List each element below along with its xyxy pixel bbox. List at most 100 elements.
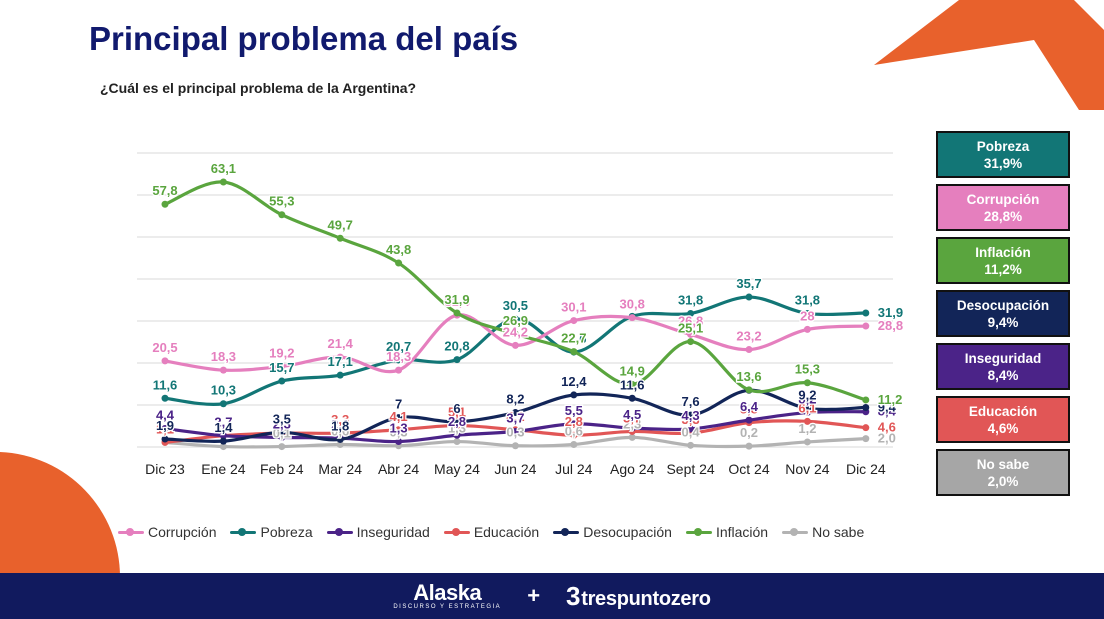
x-tick-label: Sept 24 bbox=[666, 461, 714, 477]
data-point bbox=[745, 293, 753, 301]
data-label: 31,9 bbox=[878, 305, 903, 320]
data-label: 30,5 bbox=[503, 298, 528, 313]
data-label: 7,6 bbox=[682, 394, 700, 409]
legend-item: Educación bbox=[443, 524, 540, 540]
x-tick-label: Dic 23 bbox=[145, 461, 185, 477]
data-point bbox=[803, 309, 811, 317]
data-point bbox=[570, 420, 578, 428]
data-point bbox=[511, 341, 519, 349]
data-point bbox=[336, 435, 344, 443]
data-point bbox=[745, 346, 753, 354]
data-label: 2,3 bbox=[273, 416, 291, 431]
footer-bar: Alaska DISCURSO Y ESTRATEGIA + 3trespunt… bbox=[0, 573, 1104, 619]
decorative-orange-shape bbox=[874, 0, 1104, 110]
data-point bbox=[570, 391, 578, 399]
value-box-value: 31,9% bbox=[983, 155, 1023, 171]
data-point bbox=[336, 353, 344, 361]
data-label: 26,9 bbox=[503, 313, 528, 328]
data-point bbox=[395, 438, 403, 446]
legend-item: Inflación bbox=[685, 524, 768, 540]
data-label: 31,9 bbox=[444, 292, 469, 307]
data-point bbox=[862, 309, 870, 317]
data-point bbox=[687, 411, 695, 419]
legend-label: Educación bbox=[473, 524, 540, 540]
data-point bbox=[219, 432, 227, 440]
alaska-logo-name: Alaska bbox=[413, 580, 482, 605]
data-point bbox=[395, 366, 403, 374]
value-box-name: Desocupación bbox=[956, 297, 1050, 313]
data-label: 23,2 bbox=[736, 329, 761, 344]
chart-subtitle: ¿Cuál es el principal problema de la Arg… bbox=[100, 80, 417, 96]
legend-label: Corrupción bbox=[148, 524, 217, 540]
data-label: 1,3 bbox=[448, 421, 466, 436]
data-point bbox=[628, 424, 636, 432]
legend-swatch bbox=[782, 527, 809, 536]
data-label: 7 bbox=[395, 397, 402, 412]
plus-sign: + bbox=[527, 583, 541, 608]
value-box-name: Inseguridad bbox=[964, 350, 1042, 366]
page-title: Principal problema del país bbox=[89, 20, 519, 57]
x-tick-label: Ago 24 bbox=[610, 461, 655, 477]
data-label: 2,0 bbox=[878, 431, 896, 446]
data-label: 13,6 bbox=[736, 369, 761, 384]
value-box-name: No sabe bbox=[976, 456, 1030, 472]
legend-label: No sabe bbox=[812, 524, 865, 540]
data-point bbox=[628, 314, 636, 322]
data-label: 11,2 bbox=[878, 392, 903, 407]
data-point bbox=[803, 438, 811, 446]
data-point bbox=[395, 259, 403, 267]
value-box-value: 2,0% bbox=[987, 473, 1019, 489]
data-label: 9,4 bbox=[878, 400, 897, 415]
data-point bbox=[161, 394, 169, 402]
data-label: 11,6 bbox=[153, 377, 178, 392]
legend-swatch bbox=[118, 527, 144, 536]
data-point bbox=[395, 414, 403, 422]
legend-swatch bbox=[553, 527, 580, 536]
data-point bbox=[511, 330, 519, 338]
value-box-name: Educación bbox=[968, 403, 1038, 419]
data-point bbox=[453, 438, 461, 446]
data-label: 18,3 bbox=[211, 349, 236, 364]
data-point bbox=[745, 442, 753, 450]
data-label: 0,6 bbox=[565, 423, 583, 438]
data-label: 31,1 bbox=[620, 295, 645, 310]
data-label: 2,3 bbox=[623, 416, 641, 431]
data-point bbox=[803, 379, 811, 387]
value-box-pobreza: Pobreza 31,9% bbox=[936, 131, 1070, 178]
legend-item: Corrupción bbox=[118, 524, 216, 540]
data-point bbox=[687, 441, 695, 449]
data-label: 25,1 bbox=[678, 321, 703, 336]
data-label: 49,7 bbox=[328, 217, 353, 232]
value-box-name: Pobreza bbox=[976, 138, 1030, 154]
data-point bbox=[395, 426, 403, 434]
data-point bbox=[628, 394, 636, 402]
data-label: 3,7 bbox=[623, 410, 641, 425]
data-point bbox=[219, 400, 227, 408]
x-tick-label: May 24 bbox=[434, 461, 480, 477]
x-tick-label: Dic 24 bbox=[846, 461, 886, 477]
x-tick-label: Mar 24 bbox=[318, 461, 362, 477]
data-label: 12,4 bbox=[561, 374, 587, 389]
data-label: 1,3 bbox=[390, 421, 408, 436]
trespuntozero-name: trespuntozero bbox=[581, 587, 711, 610]
data-point bbox=[687, 309, 695, 317]
data-point bbox=[278, 362, 286, 370]
data-label: 28 bbox=[800, 308, 814, 323]
data-point bbox=[570, 348, 578, 356]
data-label: 0,3 bbox=[506, 425, 524, 440]
data-label: 31,4 bbox=[444, 294, 470, 309]
data-label: 11,6 bbox=[620, 377, 645, 392]
legend-label: Pobreza bbox=[260, 524, 313, 540]
data-point bbox=[511, 442, 519, 450]
x-tick-label: Jun 24 bbox=[494, 461, 536, 477]
data-point bbox=[278, 443, 286, 451]
data-label: 4,4 bbox=[156, 408, 175, 423]
data-label: 20,8 bbox=[444, 339, 469, 354]
data-point bbox=[336, 371, 344, 379]
data-label: 31,8 bbox=[678, 292, 703, 307]
data-label: 9,2 bbox=[798, 387, 816, 402]
data-label: 3,5 bbox=[273, 411, 291, 426]
data-point bbox=[336, 234, 344, 242]
data-label: 2,8 bbox=[565, 414, 583, 429]
data-label: 31,8 bbox=[795, 292, 820, 307]
